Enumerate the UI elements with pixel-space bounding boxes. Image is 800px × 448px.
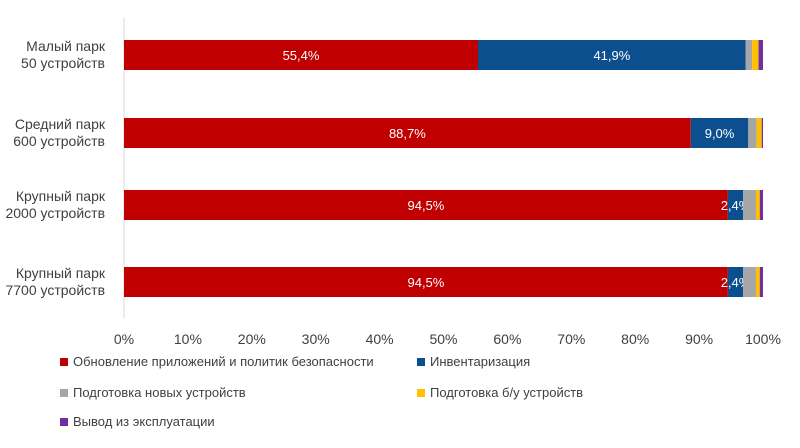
legend-item: Обновление приложений и политик безопасн…	[60, 354, 374, 369]
x-tick-label: 20%	[238, 331, 266, 347]
bar-segment	[124, 267, 728, 297]
x-tick-label: 90%	[685, 331, 713, 347]
legend-item: Инвентаризация	[417, 354, 530, 369]
bar-segment	[743, 267, 756, 297]
bar-segment	[124, 118, 691, 148]
bar-segment	[745, 40, 753, 70]
bar-segment	[758, 40, 763, 70]
data-label: 9,0%	[705, 126, 735, 141]
x-tick-label: 100%	[745, 331, 781, 347]
legend-item: Вывод из эксплуатации	[60, 414, 215, 429]
bar-segment	[727, 267, 744, 297]
bar-segment	[756, 118, 762, 148]
category-label: Крупный парк	[16, 265, 106, 281]
legend-swatch	[60, 388, 68, 397]
legend-item: Подготовка б/у устройств	[417, 385, 583, 400]
category-label: 600 устройств	[13, 133, 105, 149]
legend-item: Подготовка новых устройств	[60, 385, 246, 400]
legend-label: Инвентаризация	[430, 354, 531, 369]
x-tick-label: 30%	[302, 331, 330, 347]
bar-segment	[124, 190, 728, 220]
bar-segment	[743, 190, 756, 220]
legend-swatch	[417, 357, 425, 366]
x-tick-label: 80%	[621, 331, 649, 347]
bar-segment	[755, 190, 760, 220]
bar-segment	[752, 40, 759, 70]
data-label: 41,9%	[593, 48, 630, 63]
bar-segment	[690, 118, 749, 148]
x-tick-label: 40%	[366, 331, 394, 347]
bar-segment	[759, 267, 763, 297]
category-label: 2000 устройств	[5, 205, 105, 221]
legend-swatch	[417, 388, 425, 397]
x-tick-label: 50%	[429, 331, 457, 347]
legend-label: Вывод из эксплуатации	[73, 414, 215, 429]
data-label: 55,4%	[283, 48, 320, 63]
x-tick-label: 0%	[114, 331, 134, 347]
bar-segment	[755, 267, 760, 297]
x-tick-label: 60%	[493, 331, 521, 347]
bar-segment	[727, 190, 744, 220]
category-label: 50 устройств	[21, 55, 105, 71]
legend-label: Подготовка новых устройств	[73, 385, 246, 400]
legend-label: Подготовка б/у устройств	[430, 385, 584, 400]
category-label: 7700 устройств	[5, 282, 105, 298]
x-tick-label: 70%	[557, 331, 585, 347]
bar-segment	[748, 118, 757, 148]
bar-segment	[761, 118, 763, 148]
data-label: 94,5%	[407, 275, 444, 290]
data-label: 94,5%	[407, 198, 444, 213]
category-label: Малый парк	[26, 38, 106, 54]
category-label: Средний парк	[15, 116, 106, 132]
bar-segment	[759, 190, 763, 220]
legend-swatch	[60, 357, 68, 366]
legend-swatch	[60, 417, 68, 426]
x-tick-label: 10%	[174, 331, 202, 347]
legend-label: Обновление приложений и политик безопасн…	[73, 354, 374, 369]
category-label: Крупный парк	[16, 188, 106, 204]
bar-segment	[478, 40, 746, 70]
data-label: 88,7%	[389, 126, 426, 141]
bar-segment	[124, 40, 479, 70]
